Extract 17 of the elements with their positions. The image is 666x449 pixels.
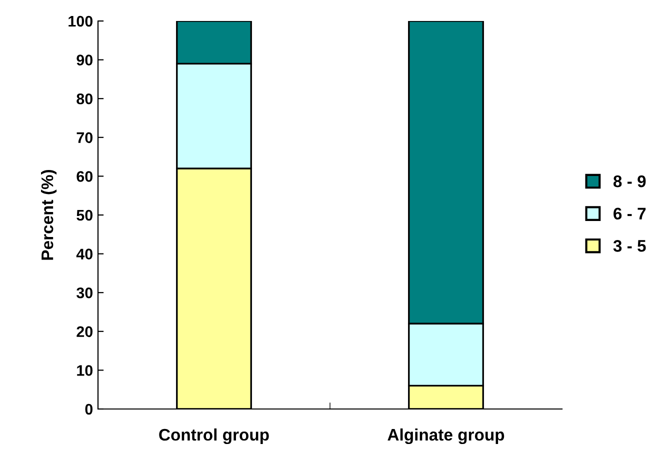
y-tick-label: 0 [85, 404, 93, 415]
y-tick-label: 20 [76, 326, 93, 338]
legend-label: 3 - 5 [613, 240, 646, 252]
legend-label: 6 - 7 [614, 208, 646, 220]
legend-label: 8 - 9 [613, 175, 646, 188]
x-tick-label: Alginate group [388, 428, 504, 444]
y-tick-label: 10 [77, 365, 93, 376]
y-tick-label: 50 [76, 210, 93, 221]
x-tick-label: Control group [159, 428, 269, 444]
y-tick-label: 60 [76, 171, 93, 182]
y-axis-title: Percent (%) [41, 170, 57, 260]
y-tick-label: 40 [76, 248, 93, 260]
y-tick-label: 90 [76, 54, 93, 66]
y-tick-label: 30 [76, 287, 93, 298]
y-tick-label: 80 [76, 93, 93, 104]
y-tick-label: 70 [76, 132, 93, 144]
y-tick-label: 100 [68, 16, 93, 27]
